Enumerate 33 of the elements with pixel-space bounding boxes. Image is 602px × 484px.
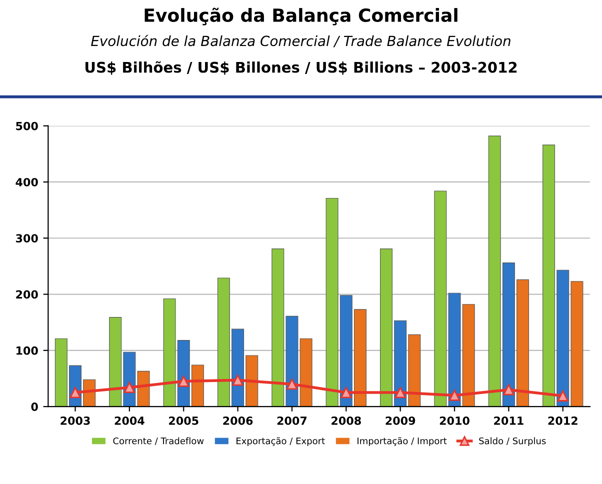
y-tick-label: 400 (16, 178, 38, 186)
y-tick-label: 100 (16, 346, 38, 355)
x-tick-label: 2009 (386, 416, 416, 425)
x-tick-label: 2011 (494, 416, 524, 425)
y-tick-label: 300 (16, 234, 38, 243)
x-tick-label: 2010 (440, 416, 470, 425)
text: US$ Bilhões / US$ Billones / US$ Billions – 2003-2012 (85, 61, 517, 75)
point (124, 382, 135, 394)
point (232, 374, 244, 386)
chart-subtitle: Evolución de la Balanza Comercial / Trade Balance Evolution (91, 34, 510, 48)
x-tick-label: 2008 (332, 416, 361, 425)
y-tick-label: 500 (16, 122, 38, 130)
point (178, 376, 190, 387)
x-tick-label: 2005 (169, 416, 198, 425)
chart-title: Evolução da Balança Comercial (144, 8, 458, 26)
x-tick-label: 2006 (223, 416, 253, 425)
legend-label: Importação / Import (358, 437, 447, 446)
x-tick-label: 2004 (114, 416, 144, 425)
x-tick-label: 2012 (548, 416, 578, 425)
point (557, 390, 568, 402)
point (70, 386, 81, 398)
y-tick-label: 0 (31, 402, 38, 411)
point (394, 386, 406, 398)
legend-label: Saldo / Surplus (479, 437, 546, 446)
point (340, 386, 352, 398)
point (286, 378, 298, 390)
point (503, 384, 514, 396)
legend-label: Corrente / Tradeflow (113, 437, 204, 445)
point (448, 390, 460, 401)
x-tick-label: 2007 (277, 416, 307, 425)
legend-label: Exportação / Export (236, 437, 325, 446)
x-tick-label: 2003 (60, 416, 90, 425)
y-tick-label: 200 (16, 290, 38, 299)
